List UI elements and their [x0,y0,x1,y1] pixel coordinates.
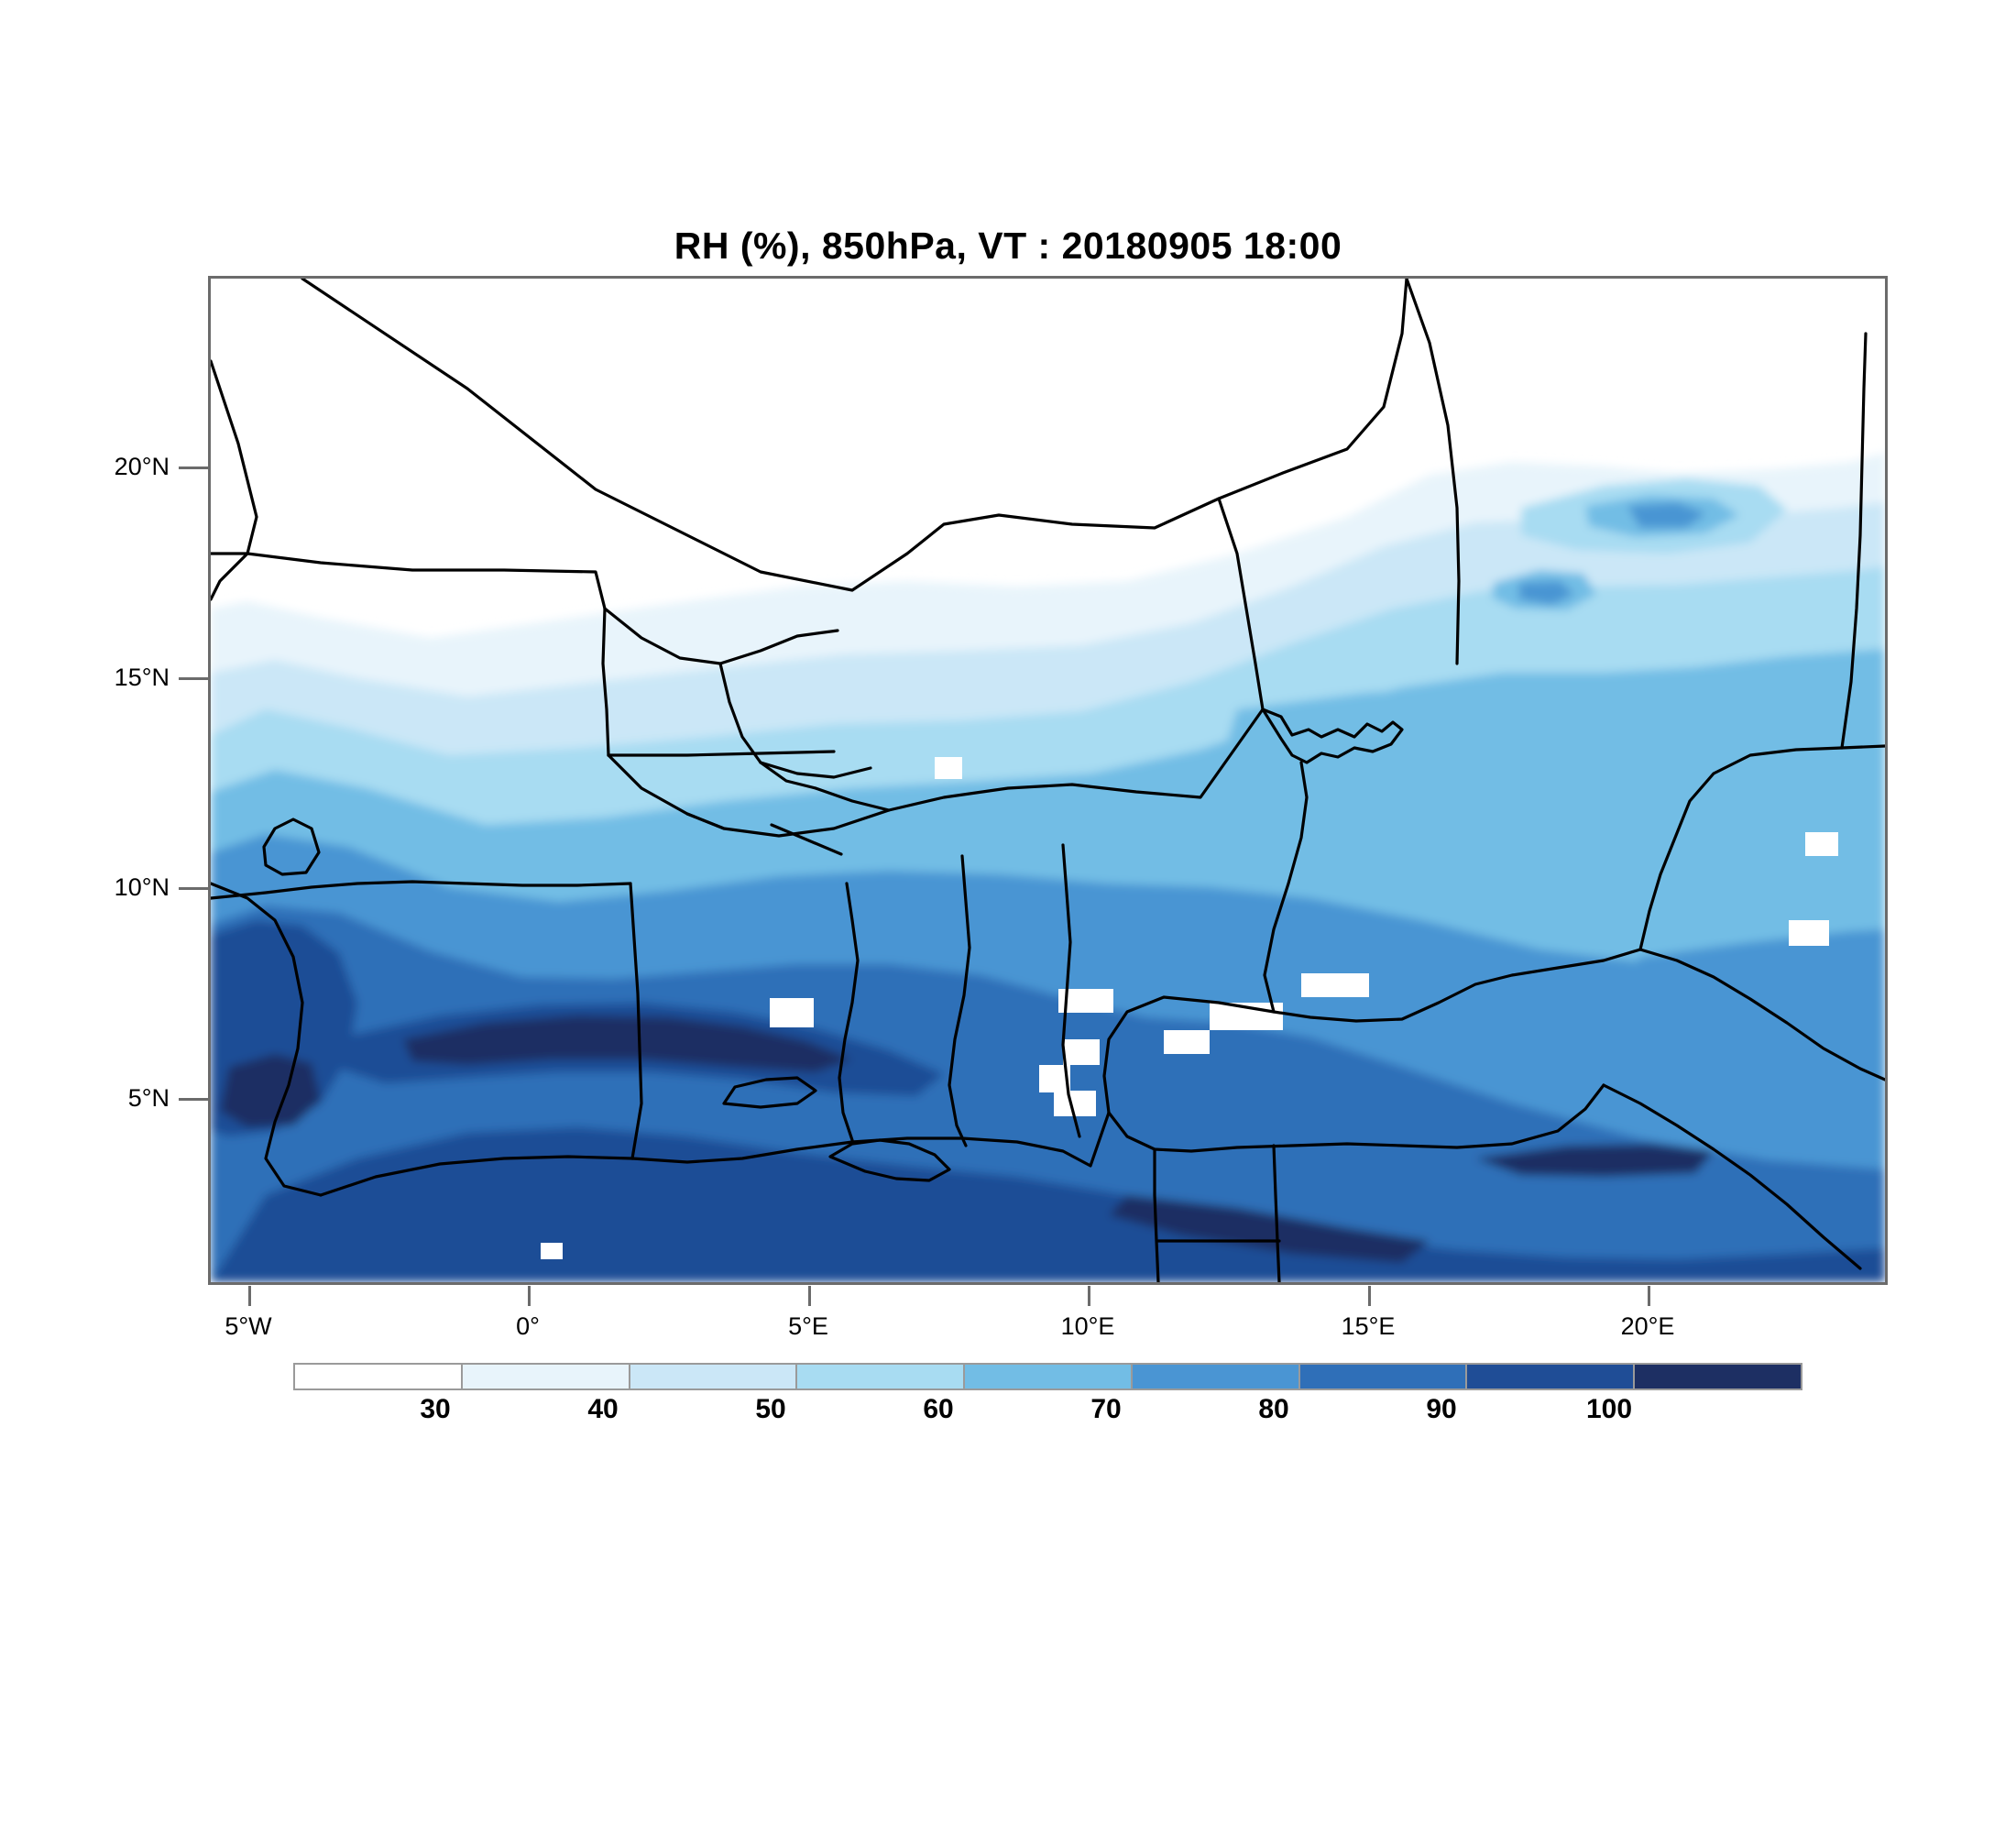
x-tick-15E [1368,1286,1371,1306]
x-label-0: 0° [516,1312,540,1340]
x-label-15E: 15°E [1341,1312,1396,1340]
colorbar-segment-4 [963,1365,1131,1388]
colorbar-segment-1 [460,1365,629,1388]
colorbar-segment-8 [1633,1365,1802,1388]
x-tick-20E [1648,1286,1650,1306]
figure-title: RH (%), 850hPa, VT : 20180905 18:00 [674,225,1342,267]
y-tick-10N [179,887,208,890]
colorbar-segment-3 [795,1365,964,1388]
colorbar-tick-30: 30 [420,1394,451,1424]
colorbar-tick-100: 100 [1585,1394,1633,1424]
x-label-20E: 20°E [1620,1312,1675,1340]
colorbar-tick-80: 80 [1258,1394,1289,1424]
colorbar-segment-0 [295,1365,461,1388]
colorbar-tick-70: 70 [1090,1394,1122,1424]
x-tick-0 [528,1286,531,1306]
y-label-10N: 10°N [114,873,170,901]
rh-filled-contours [211,453,1885,1282]
rh-contour-map [211,279,1885,1282]
colorbar-segment-5 [1130,1365,1298,1388]
x-tick-5E [808,1286,811,1306]
map-plot-area [208,276,1888,1285]
coastline-and-borders [211,279,1885,1282]
x-label-5W: 5°W [225,1312,272,1340]
y-tick-5N [179,1098,208,1101]
y-tick-15N [179,677,208,680]
y-label-20N: 20°N [114,453,170,480]
y-label-5N: 5°N [127,1084,170,1112]
y-tick-20N [179,466,208,469]
colorbar [293,1363,1802,1390]
x-label-10E: 10°E [1060,1312,1115,1340]
y-label-15N: 15°N [114,664,170,691]
x-tick-10E [1088,1286,1090,1306]
x-tick-5W [248,1286,251,1306]
colorbar-tick-40: 40 [587,1394,619,1424]
colorbar-segment-6 [1298,1365,1466,1388]
x-label-5E: 5°E [788,1312,828,1340]
colorbar-tick-90: 90 [1426,1394,1457,1424]
map-clip [211,279,1885,1282]
colorbar-segment-7 [1465,1365,1634,1388]
colorbar-tick-60: 60 [923,1394,954,1424]
colorbar-tick-50: 50 [755,1394,786,1424]
colorbar-segment-2 [628,1365,796,1388]
